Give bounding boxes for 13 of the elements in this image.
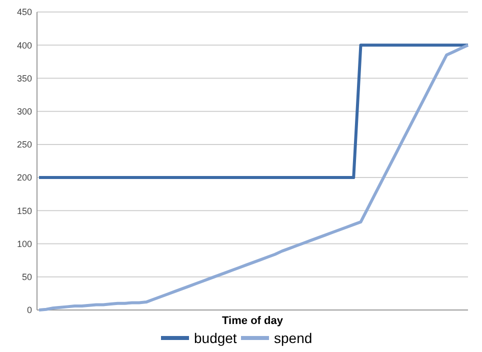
- y-tick-label: 150: [16, 206, 32, 216]
- y-tick-label: 100: [16, 238, 32, 249]
- y-tick-label: 350: [16, 73, 32, 84]
- y-tick-label: 250: [16, 140, 32, 150]
- y-tick-label: 400: [16, 40, 32, 50]
- y-tick-label: 200: [16, 172, 32, 183]
- y-tick-label: 0: [26, 305, 32, 316]
- y-tick-label: 50: [22, 272, 32, 282]
- legend-label: budget: [194, 330, 237, 346]
- legend-label: spend: [274, 330, 312, 346]
- y-tick-label: 300: [16, 106, 32, 116]
- x-axis-title: Time of day: [222, 315, 284, 327]
- y-tick-label: 450: [16, 7, 32, 18]
